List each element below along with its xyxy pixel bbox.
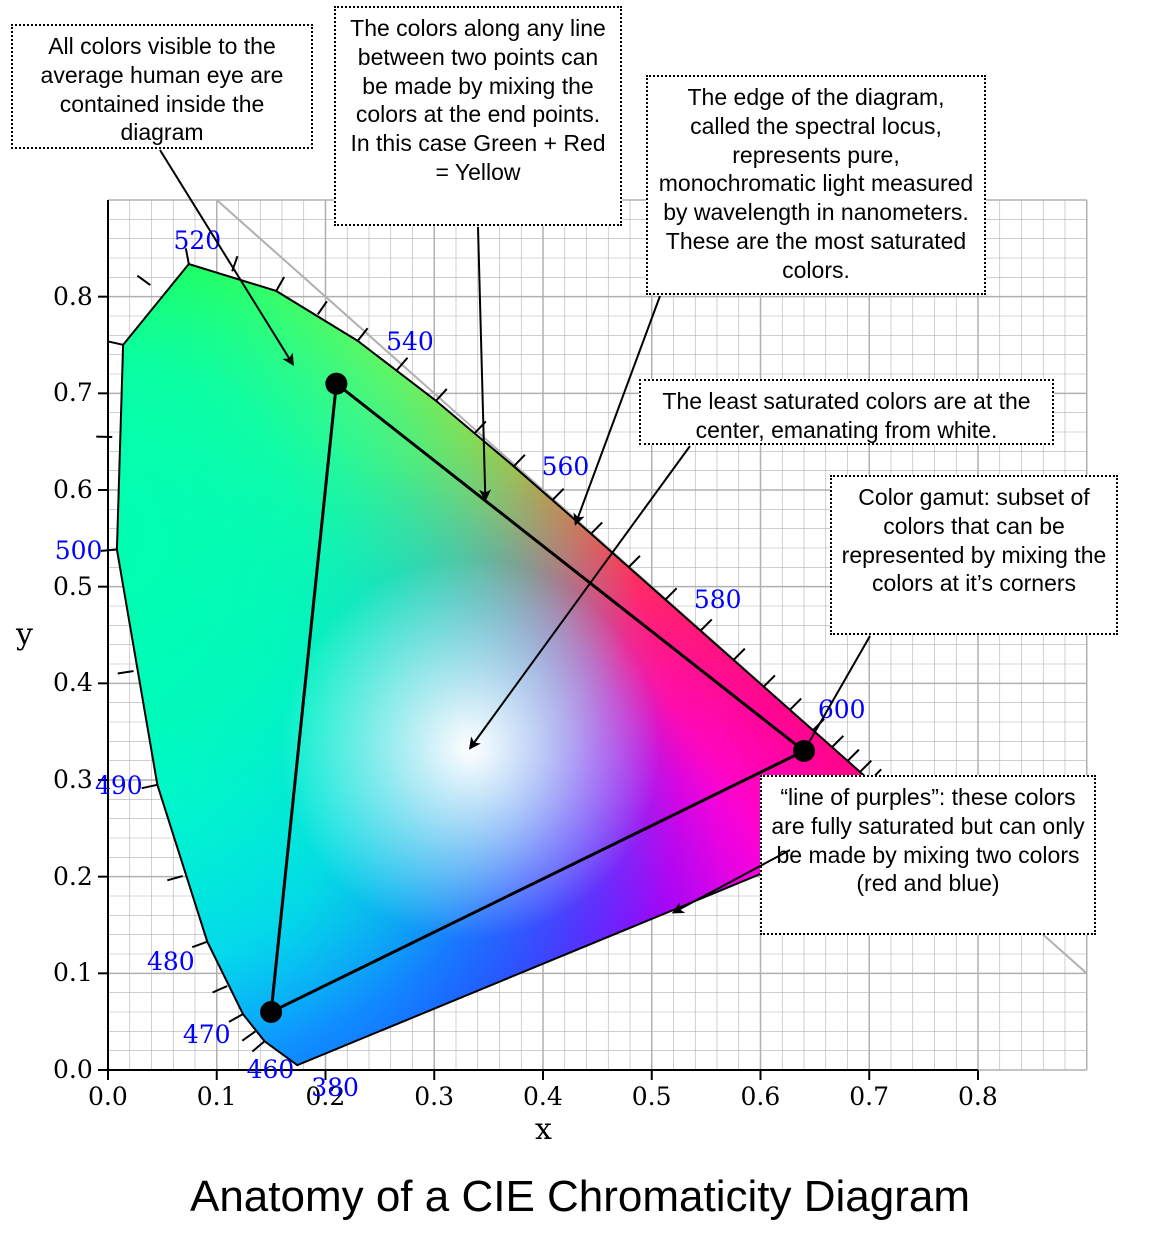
callout-arrow <box>674 850 791 912</box>
diagram-stage: Anatomy of a CIE Chromaticity Diagram x … <box>0 0 1160 1240</box>
callout-arrow <box>804 636 870 751</box>
callout-arrow <box>478 227 485 500</box>
callout-arrow <box>470 446 690 748</box>
callout-arrow <box>576 296 660 524</box>
callout-arrows <box>0 0 1160 1240</box>
callout-arrow <box>160 150 293 364</box>
